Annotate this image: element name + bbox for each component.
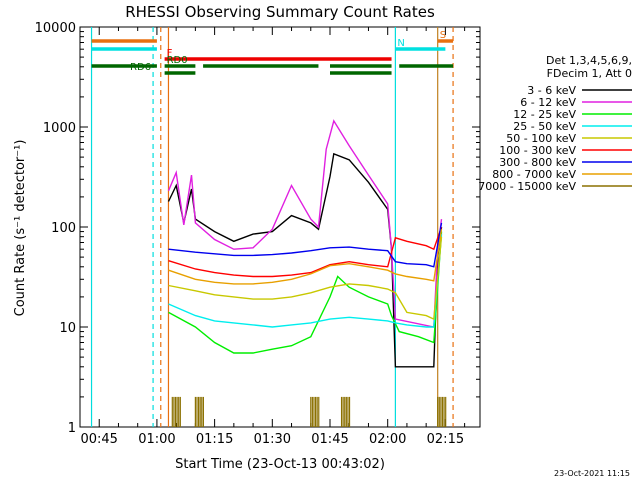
legend-entry-label: 6 - 12 keV: [520, 96, 576, 109]
series-line: [168, 226, 443, 278]
legend-entry-label: 25 - 50 keV: [513, 120, 576, 133]
x-tick-label: 01:30: [254, 432, 291, 447]
legend-header-line-1: Det 1,3,4,5,6,9,: [546, 54, 632, 67]
series-line: [168, 229, 443, 285]
y-axis-label: Count Rate (s⁻¹ detector⁻¹): [13, 140, 28, 317]
series-line: [168, 234, 443, 328]
legend-entry-label: 800 - 7000 keV: [492, 168, 576, 181]
flag-label-s: S: [440, 30, 446, 41]
legend-entry-label: 7000 - 15000 keV: [478, 180, 576, 193]
timestamp: 23-Oct-2021 11:15: [554, 469, 630, 478]
y-tick-label: 1: [68, 421, 76, 436]
legend-entry-label: 12 - 25 keV: [513, 108, 576, 121]
series-line: [168, 222, 443, 268]
x-tick-label: 02:00: [369, 432, 406, 447]
flag-label-rd6: RD6: [130, 62, 151, 73]
y-tick-label: 1000: [43, 121, 76, 136]
y-tick-label: 100: [51, 221, 76, 236]
flag-label-rd0: RD0: [167, 55, 188, 66]
legend-header-line-2: FDecim 1, Att 0: [547, 67, 632, 80]
series-line: [167, 119, 443, 328]
y-tick-label: 10000: [35, 21, 76, 36]
series-line: [167, 152, 443, 368]
flag-label-n: N: [397, 38, 404, 49]
series-line: [168, 231, 443, 354]
chart-title: RHESSI Observing Summary Count Rates: [125, 3, 435, 21]
x-tick-label: 01:15: [196, 432, 233, 447]
x-tick-label: 02:15: [427, 432, 464, 447]
legend-entry-label: 300 - 800 keV: [499, 156, 576, 169]
x-tick-label: 01:00: [138, 432, 175, 447]
legend-entry-label: 100 - 300 keV: [499, 144, 576, 157]
y-tick-label: 10: [59, 321, 76, 336]
x-axis-label: Start Time (23-Oct-13 00:43:02): [175, 457, 385, 472]
legend-entry-label: 50 - 100 keV: [506, 132, 576, 145]
legend-entry-label: 3 - 6 keV: [527, 84, 576, 97]
series-line: [168, 236, 443, 321]
x-tick-label: 01:45: [311, 432, 348, 447]
x-tick-label: 00:45: [80, 432, 117, 447]
flag-label-f: F: [167, 48, 173, 59]
